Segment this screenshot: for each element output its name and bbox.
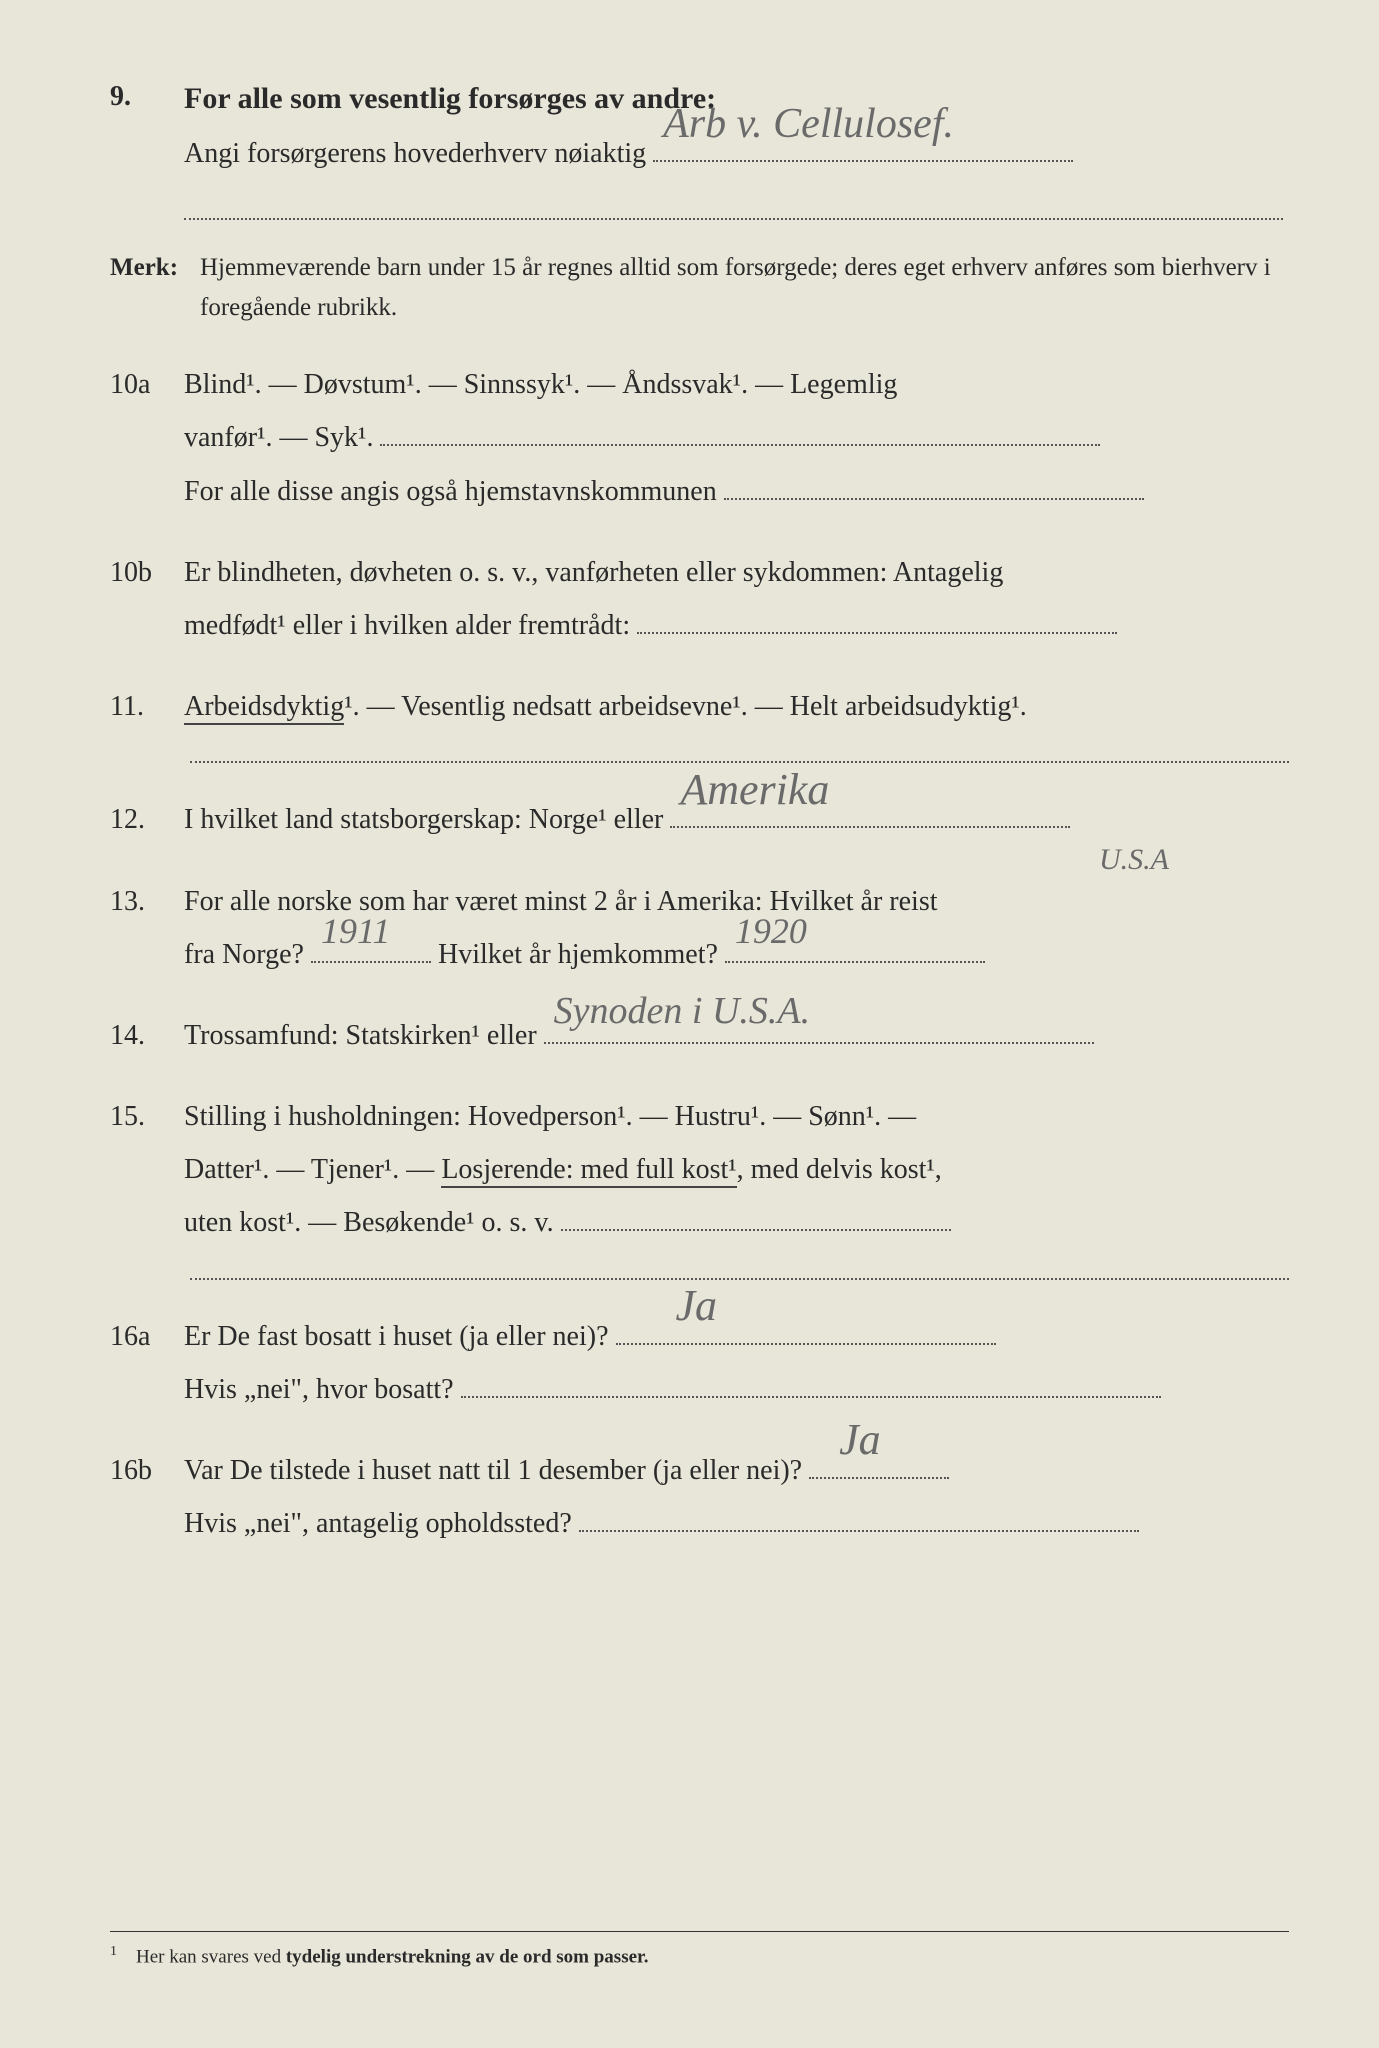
question-14: 14. Trossamfund: Statskirken¹ eller Syno… [110,1009,1289,1062]
q10b-num: 10b [110,546,180,599]
q10a-blank1 [380,418,1100,446]
q9-body: For alle som vesentlig forsørges av andr… [184,70,1283,220]
question-16a: 16a Er De fast bosatt i huset (ja eller … [110,1310,1289,1416]
q16b-num: 16b [110,1444,180,1497]
q11-body: Arbeidsdyktig¹. — Vesentlig nedsatt arbe… [184,680,1283,733]
q15-num: 15. [110,1090,180,1143]
q12-num: 12. [110,793,180,846]
q16a-body: Er De fast bosatt i huset (ja eller nei)… [184,1310,1283,1416]
q13-hw1: 1911 [321,897,390,965]
q10a-body: Blind¹. — Døvstum¹. — Sinnssyk¹. — Åndss… [184,358,1283,518]
q13-hw2: 1920 [735,897,807,965]
q10a-text3: For alle disse angis også hjemstavnskomm… [184,476,717,507]
footnote: 1 Her kan svares ved tydelig understrekn… [110,1931,1289,1968]
q16a-ans: Ja [616,1343,996,1345]
q14-answer: Synoden i U.S.A. [544,1042,1094,1044]
q11-num: 11. [110,680,180,733]
q16b-body: Var De tilstede i huset natt til 1 desem… [184,1444,1283,1550]
footnote-sup: 1 [110,1944,117,1959]
q13-num: 13. [110,875,180,928]
q15-text2c: , med delvis kost¹, [737,1154,942,1185]
q15-text1: Stilling i husholdningen: Hovedperson¹. … [184,1101,916,1132]
q10b-body: Er blindheten, døvheten o. s. v., vanfør… [184,546,1283,652]
q13-text2a: fra Norge? [184,939,304,970]
q16b-text1: Var De tilstede i huset natt til 1 desem… [184,1455,802,1486]
q15-blank [561,1203,951,1231]
q10b-text2: medfødt¹ eller i hvilken alder fremtrådt… [184,610,630,641]
q11-rest: ¹. — Vesentlig nedsatt arbeidsevne¹. — H… [344,691,1027,722]
q13-text1: For alle norske som har været minst 2 år… [184,886,938,917]
q13-text2b: Hvilket år hjemkommet? [438,939,718,970]
q13-ans1: 1911 [311,961,431,963]
q14-hw: Synoden i U.S.A. [554,975,810,1047]
q16b-blank [579,1504,1139,1532]
question-9: 9. For alle som vesentlig forsørges av a… [110,70,1289,220]
question-11: 11. Arbeidsdyktig¹. — Vesentlig nedsatt … [110,680,1289,733]
q10a-text1: Blind¹. — Døvstum¹. — Sinnssyk¹. — Åndss… [184,369,897,400]
q14-text: Trossamfund: Statskirken¹ eller [184,1020,537,1051]
q9-num: 9. [110,70,180,123]
q9-blank-line [184,188,1283,220]
divider-15-16 [190,1278,1289,1280]
q15-body: Stilling i husholdningen: Hovedperson¹. … [184,1090,1283,1250]
q14-num: 14. [110,1009,180,1062]
q10a-blank2 [724,472,1144,500]
question-15: 15. Stilling i husholdningen: Hovedperso… [110,1090,1289,1250]
q15-text3: uten kost¹. — Besøkende¹ o. s. v. [184,1207,554,1238]
footnote-text: Her kan svares ved tydelig understreknin… [136,1946,648,1967]
q9-heading: For alle som vesentlig forsørges av andr… [184,82,716,115]
q12-hw: Amerika [680,748,829,832]
q9-line1: Angi forsørgerens hovederhverv nøiaktig [184,138,646,169]
q16b-ans: Ja [809,1477,949,1479]
q16a-blank [461,1370,1161,1398]
question-12: 12. I hvilket land statsborgerskap: Norg… [110,793,1289,846]
merk-label: Merk: [110,248,200,328]
q12-answer-line: Amerika [670,826,1070,828]
q16a-hw: Ja [676,1264,718,1348]
q15-text2a: Datter¹. — Tjener¹. — [184,1154,441,1185]
question-13: 13. For alle norske som har været minst … [110,875,1289,981]
q12-text: I hvilket land statsborgerskap: Norge¹ e… [184,804,663,835]
q16b-hw: Ja [839,1398,881,1482]
q10b-text1: Er blindheten, døvheten o. s. v., vanfør… [184,557,1003,588]
q10b-blank [637,606,1117,634]
q16a-text2: Hvis „nei", hvor bosatt? [184,1374,454,1405]
q14-body: Trossamfund: Statskirken¹ eller Synoden … [184,1009,1283,1062]
merk-text: Hjemmeværende barn under 15 år regnes al… [200,248,1289,328]
q12-hw2: U.S.A [1099,831,1169,888]
q16a-text1: Er De fast bosatt i huset (ja eller nei)… [184,1321,609,1352]
q15-underlined: Losjerende: med full kost¹ [441,1154,736,1188]
q16b-text2: Hvis „nei", antagelig opholdssted? [184,1508,572,1539]
q10a-num: 10a [110,358,180,411]
question-10b: 10b Er blindheten, døvheten o. s. v., va… [110,546,1289,652]
question-10a: 10a Blind¹. — Døvstum¹. — Sinnssyk¹. — Å… [110,358,1289,518]
question-16b: 16b Var De tilstede i huset natt til 1 d… [110,1444,1289,1550]
q10a-text2: vanfør¹. — Syk¹. [184,422,373,453]
q13-ans2: 1920 [725,961,985,963]
q11-underlined: Arbeidsdyktig [184,691,344,725]
q16a-num: 16a [110,1310,180,1363]
q9-answer-line: Arb v. Cellulosef. [653,160,1073,162]
q13-body: For alle norske som har været minst 2 år… [184,875,1283,981]
merk-note: Merk: Hjemmeværende barn under 15 år reg… [110,248,1289,328]
q9-handwriting: Arb v. Cellulosef. [663,85,954,165]
